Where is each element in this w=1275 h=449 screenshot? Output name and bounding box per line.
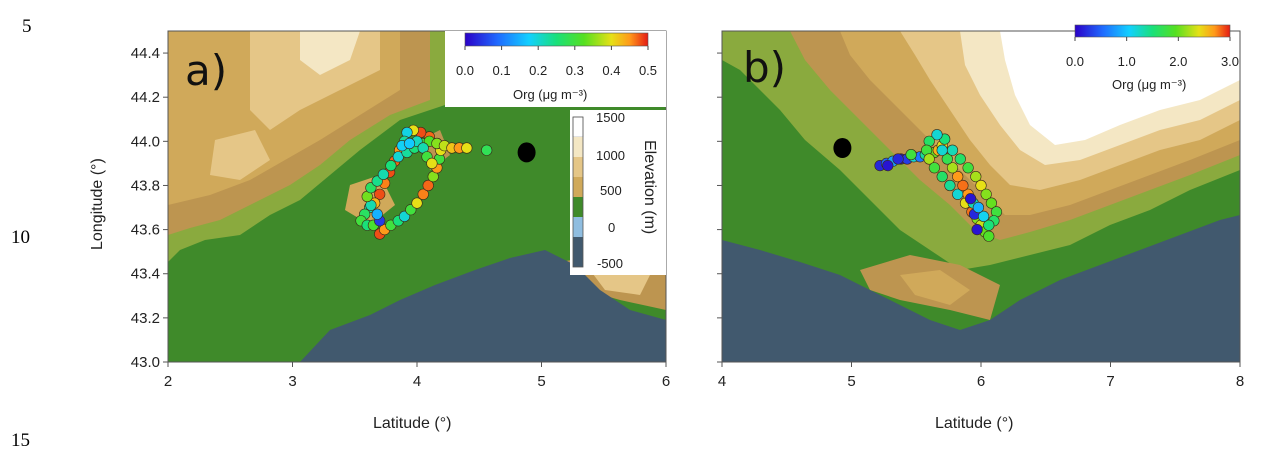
elev-tick-neg500: -500 <box>597 256 623 271</box>
colorbar-tick-label: 1.0 <box>1118 54 1136 69</box>
data-point-1-41 <box>980 188 992 200</box>
data-point-0-52 <box>426 157 438 169</box>
data-point-1-51 <box>905 149 917 161</box>
colorbar-tick-label: 0.3 <box>566 63 584 78</box>
x-tick-label: 7 <box>1106 373 1114 390</box>
data-point-0-23 <box>374 188 386 200</box>
data-point-1-33 <box>946 162 959 174</box>
panel-b-map <box>722 31 1240 362</box>
data-point-0-6 <box>411 197 423 209</box>
y-axis-label-a: Longitude (°) <box>89 158 106 250</box>
y-tick-label: 44.0 <box>131 133 160 150</box>
y-tick-label: 43.8 <box>131 177 160 194</box>
x-tick-label: 6 <box>977 373 985 390</box>
data-point-0-7 <box>417 188 429 200</box>
data-point-1-32 <box>952 171 964 183</box>
colorbar-tick-label: 0.0 <box>456 63 474 78</box>
x-tick-label: 5 <box>847 373 855 390</box>
org-label-a: Org (μg m⁻³) <box>513 87 587 102</box>
data-point-1-42 <box>985 197 998 209</box>
elevation-label: Elevation (m) <box>641 140 658 234</box>
colorbar-tick-label: 0.5 <box>639 63 657 78</box>
data-point-1-27 <box>971 224 983 236</box>
data-point-1-31 <box>957 179 969 192</box>
x-tick-label: 4 <box>413 373 421 390</box>
colorbar-tick-label: 0.4 <box>602 63 620 78</box>
x-axis-label-a: Latitude (°) <box>373 415 451 432</box>
y-tick-label: 43.0 <box>131 354 160 371</box>
data-point-1-48 <box>964 193 977 205</box>
y-tick-label: 44.2 <box>131 89 160 106</box>
y-tick-label: 43.4 <box>131 266 160 283</box>
data-point-1-36 <box>946 144 959 156</box>
data-point-1-37 <box>954 153 966 165</box>
data-point-1-49 <box>892 153 904 165</box>
colorbar-tick-label: 0.0 <box>1066 54 1084 69</box>
data-point-1-45 <box>983 219 995 231</box>
elev-tick-0: 0 <box>608 220 615 235</box>
data-point-1-39 <box>970 171 982 183</box>
colorbar-tick-label: 0.1 <box>493 63 511 78</box>
data-point-1-26 <box>983 230 995 242</box>
data-point-0-31 <box>371 208 383 220</box>
panel-a-points <box>355 124 493 240</box>
data-point-1-50 <box>882 160 894 172</box>
elev-tick-500: 500 <box>600 183 622 198</box>
x-tick-label: 5 <box>537 373 545 390</box>
line-number-10: 10 <box>11 227 30 248</box>
data-point-1-19 <box>944 179 956 192</box>
panel-label-a: a) <box>185 46 227 95</box>
y-tick-label: 43.6 <box>131 222 160 239</box>
data-point-0-47 <box>461 142 473 154</box>
line-number-15: 15 <box>11 430 30 449</box>
elev-tick-1000: 1000 <box>596 148 625 163</box>
line-number-5: 5 <box>22 16 32 37</box>
y-tick-label: 43.2 <box>131 310 160 327</box>
org-colorbar-b: 0.0 1.0 2.0 3.0 Org (μg m⁻³) <box>1066 24 1239 92</box>
panel-a: 1500 1000 500 0 -500 Elevation (m) 0.0 0.… <box>89 30 670 432</box>
colorbar-tick-label: 0.2 <box>529 63 547 78</box>
data-point-1-13 <box>931 129 943 141</box>
data-point-1-18 <box>936 171 948 183</box>
panel-b: 0.0 1.0 2.0 3.0 Org (μg m⁻³) b) 4 5 6 7 8 Latit… <box>717 24 1244 432</box>
data-point-1-16 <box>923 153 935 165</box>
elevation-colorbar: 1500 1000 500 0 -500 Elevation (m) <box>570 110 666 275</box>
data-point-1-47 <box>972 201 985 214</box>
colorbar-tick-label: 3.0 <box>1221 54 1239 69</box>
x-tick-label: 8 <box>1236 373 1244 390</box>
elev-tick-1500: 1500 <box>596 110 625 125</box>
data-point-0-54 <box>403 137 416 150</box>
panel-label-b: b) <box>743 43 786 92</box>
site-marker-b <box>833 138 852 158</box>
site-marker-a <box>517 142 536 163</box>
x-tick-label: 4 <box>718 373 726 390</box>
data-point-1-40 <box>975 179 987 192</box>
data-point-1-38 <box>962 162 974 174</box>
data-point-0-36 <box>377 168 390 180</box>
colorbar-tick-label: 2.0 <box>1169 54 1187 69</box>
y-tick-label: 44.4 <box>131 45 160 62</box>
x-axis-label-b: Latitude (°) <box>935 415 1013 432</box>
x-tick-label: 2 <box>164 373 172 390</box>
x-tick-label: 6 <box>662 373 670 390</box>
data-point-0-8 <box>422 179 434 192</box>
data-point-1-46 <box>977 210 990 222</box>
org-colorbar-a: 0.0 0.1 0.2 0.3 0.4 0.5 Org (μg m⁻³) <box>456 32 657 102</box>
data-point-1-35 <box>936 144 948 156</box>
panel-b-points <box>874 129 1003 242</box>
data-point-1-17 <box>928 162 941 174</box>
data-point-1-34 <box>941 153 953 165</box>
org-label-b: Org (μg m⁻³) <box>1112 77 1186 92</box>
data-point-0-48 <box>481 144 493 156</box>
x-tick-label: 3 <box>288 373 296 390</box>
data-point-0-37 <box>385 160 397 172</box>
